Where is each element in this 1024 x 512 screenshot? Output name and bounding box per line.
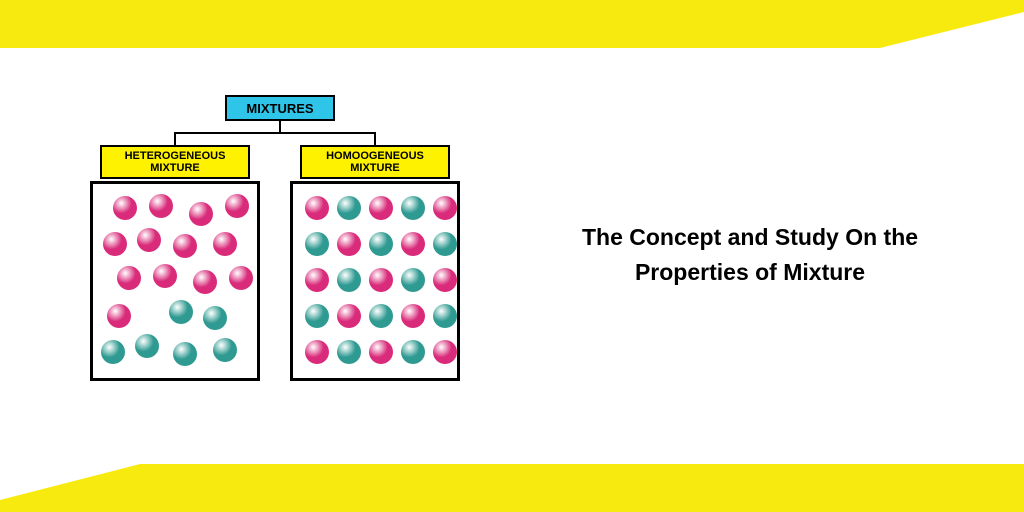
homo-panel xyxy=(290,181,460,381)
particle-ball xyxy=(401,304,425,328)
particle-ball xyxy=(107,304,131,328)
particle-ball xyxy=(117,266,141,290)
particle-ball xyxy=(137,228,161,252)
bottom-banner-shape xyxy=(0,464,1024,512)
particle-ball xyxy=(401,232,425,256)
particle-ball xyxy=(149,194,173,218)
particle-ball xyxy=(433,304,457,328)
particle-ball xyxy=(305,196,329,220)
particle-ball xyxy=(369,340,393,364)
particle-ball xyxy=(173,234,197,258)
particle-ball xyxy=(189,202,213,226)
particle-ball xyxy=(369,196,393,220)
particle-ball xyxy=(193,270,217,294)
particle-ball xyxy=(337,196,361,220)
top-banner xyxy=(0,0,1024,48)
particle-ball xyxy=(401,340,425,364)
particle-ball xyxy=(113,196,137,220)
homo-label-box: HOMOOGENEOUS MIXTURE xyxy=(300,145,450,179)
particle-ball xyxy=(305,340,329,364)
particle-ball xyxy=(305,304,329,328)
particle-ball xyxy=(337,232,361,256)
particle-ball xyxy=(203,306,227,330)
particle-ball xyxy=(337,340,361,364)
particle-ball xyxy=(103,232,127,256)
particle-ball xyxy=(305,268,329,292)
hetero-label-box: HETEROGENEOUS MIXTURE xyxy=(100,145,250,179)
particle-ball xyxy=(433,232,457,256)
particle-ball xyxy=(225,194,249,218)
particle-ball xyxy=(169,300,193,324)
bottom-banner xyxy=(0,464,1024,512)
particle-ball xyxy=(101,340,125,364)
page-title: The Concept and Study On the Properties … xyxy=(540,220,960,289)
particle-ball xyxy=(213,232,237,256)
particle-ball xyxy=(337,268,361,292)
hetero-label-l2: MIXTURE xyxy=(150,162,200,174)
particle-ball xyxy=(401,196,425,220)
hetero-label-l1: HETEROGENEOUS xyxy=(125,150,226,162)
particle-ball xyxy=(305,232,329,256)
particle-ball xyxy=(213,338,237,362)
root-node: MIXTURES xyxy=(225,95,335,121)
top-banner-shape xyxy=(0,0,1024,48)
particle-ball xyxy=(433,268,457,292)
hetero-panel xyxy=(90,181,260,381)
particle-ball xyxy=(433,340,457,364)
particle-ball xyxy=(173,342,197,366)
particle-ball xyxy=(369,268,393,292)
tree-connector xyxy=(90,121,470,145)
particle-ball xyxy=(401,268,425,292)
particle-ball xyxy=(337,304,361,328)
particle-ball xyxy=(433,196,457,220)
particle-ball xyxy=(369,232,393,256)
particle-ball xyxy=(229,266,253,290)
root-label: MIXTURES xyxy=(246,101,313,116)
particle-ball xyxy=(153,264,177,288)
particle-ball xyxy=(369,304,393,328)
particle-ball xyxy=(135,334,159,358)
homo-label-l1: HOMOOGENEOUS xyxy=(326,150,424,162)
homo-label-l2: MIXTURE xyxy=(350,162,400,174)
